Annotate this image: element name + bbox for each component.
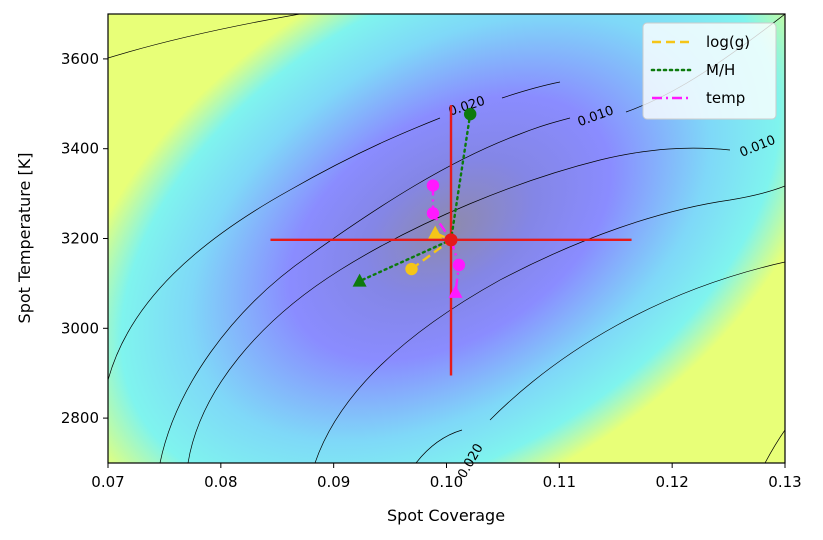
legend-label: M/H [706,61,735,79]
data-overlay [270,105,632,376]
x-tick-label: 0.11 [543,473,576,491]
y-tick-label: 2800 [61,409,99,427]
data-point [352,273,367,287]
y-tick-label: 3200 [61,230,99,248]
contour-lines [108,14,785,463]
legend-label: log(g) [706,33,750,51]
y-axis-label: Spot Temperature [K] [15,153,34,324]
x-tick-label: 0.09 [317,473,350,491]
contour-line [415,261,785,463]
x-axis-label: Spot Coverage [387,506,505,525]
y-tick-label: 3000 [61,319,99,337]
contour-line [108,81,561,381]
x-tick-label: 0.10 [430,473,463,491]
contour-line [108,14,301,59]
x-tick-label: 0.13 [768,473,801,491]
legend: log(g) M/H temp [642,22,777,120]
data-point [428,225,443,239]
data-point [426,179,440,192]
legend-label: temp [706,89,745,107]
data-point [448,284,463,298]
y-tick-label: 3600 [61,50,99,68]
data-point [426,207,440,220]
best-fit-point [444,233,458,247]
y-tick-label: 3400 [61,140,99,158]
contour-line [314,185,785,463]
x-tick-label: 0.08 [204,473,237,491]
contour-line [764,429,785,463]
x-tick-label: 0.12 [655,473,688,491]
contour-line [187,147,731,463]
data-point [405,262,418,276]
legend-box [642,22,777,120]
series-line-temp [431,185,461,293]
x-axis: 0.07 0.08 0.09 0.10 0.11 0.12 0.13 [91,463,802,491]
y-axis: 2800 3000 3200 3400 3600 [61,50,108,427]
data-point [452,258,466,272]
data-point [463,107,477,121]
x-tick-label: 0.07 [91,473,124,491]
